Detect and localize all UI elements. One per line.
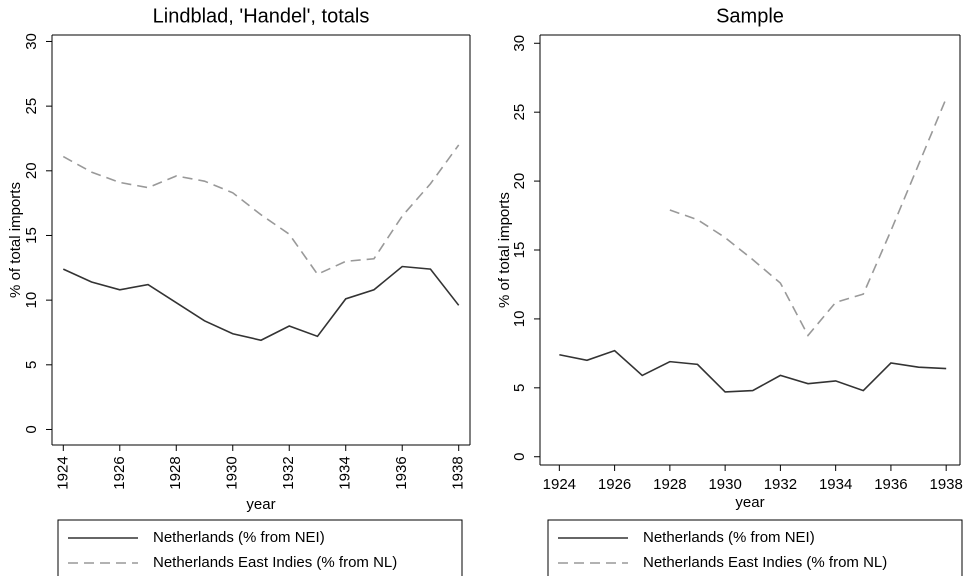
legend-label: Netherlands East Indies (% from NL) [153, 554, 397, 571]
y-tick-label: 30 [23, 33, 40, 50]
y-tick-label: 20 [511, 173, 528, 190]
series-line [559, 349, 947, 393]
x-tick-label: 1936 [874, 476, 907, 493]
y-tick-label: 5 [23, 361, 40, 369]
x-tick-label: 1936 [393, 456, 410, 489]
legend-box [57, 519, 463, 576]
series-line [62, 265, 460, 342]
legend-label: Netherlands (% from NEI) [643, 529, 815, 546]
y-tick-label: 15 [511, 242, 528, 259]
chart-title: Sample [716, 5, 784, 27]
x-tick-label: 1924 [54, 456, 71, 489]
legend-label: Netherlands (% from NEI) [153, 529, 325, 546]
y-tick-label: 0 [23, 425, 40, 433]
x-tick-label: 1928 [653, 476, 686, 493]
chart-title: Lindblad, 'Handel', totals [153, 5, 370, 27]
y-tick-label: 25 [511, 104, 528, 121]
legend-box [547, 519, 963, 576]
x-tick-label: 1926 [111, 456, 128, 489]
x-tick-label: 1932 [764, 476, 797, 493]
series-line [62, 144, 460, 276]
y-tick-label: 20 [23, 162, 40, 179]
x-tick-label: 1928 [167, 456, 184, 489]
x-axis-label: year [735, 494, 764, 511]
x-axis-label: year [246, 496, 275, 513]
y-tick-label: 10 [511, 311, 528, 328]
y-tick-label: 15 [23, 227, 40, 244]
x-tick-label: 1938 [929, 476, 962, 493]
y-axis-label: % of total imports [496, 192, 513, 308]
series-line [669, 98, 947, 337]
y-tick-label: 5 [511, 384, 528, 392]
y-tick-label: 25 [23, 98, 40, 115]
x-tick-label: 1926 [598, 476, 631, 493]
x-tick-label: 1934 [337, 456, 354, 489]
x-tick-label: 1930 [708, 476, 741, 493]
y-tick-label: 10 [23, 292, 40, 309]
x-tick-label: 1932 [280, 456, 297, 489]
y-tick-label: 0 [511, 453, 528, 461]
x-tick-label: 1930 [224, 456, 241, 489]
y-axis-label: % of total imports [7, 182, 24, 298]
x-tick-label: 1934 [819, 476, 852, 493]
x-tick-label: 1938 [450, 456, 467, 489]
x-tick-label: 1924 [543, 476, 576, 493]
legend-label: Netherlands East Indies (% from NL) [643, 554, 887, 571]
y-tick-label: 30 [511, 35, 528, 52]
